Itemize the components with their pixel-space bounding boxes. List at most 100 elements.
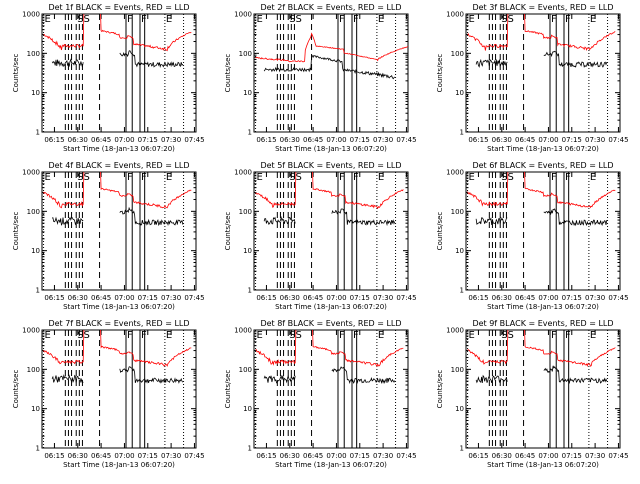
events-curve bbox=[51, 50, 184, 68]
y-tick-label: 100 bbox=[239, 50, 252, 58]
x-tick-label: 06:30 bbox=[68, 136, 88, 144]
x-tick-label: 06:30 bbox=[280, 136, 300, 144]
x-tick-label: 06:45 bbox=[91, 294, 111, 302]
y-tick-label: 10 bbox=[31, 405, 40, 413]
x-tick-label: 06:15 bbox=[256, 294, 276, 302]
x-tick-label: 07:00 bbox=[538, 452, 558, 460]
x-tick-label: 07:00 bbox=[326, 136, 346, 144]
x-axis-label: Start Time (18-Jan-13 06:07:20) bbox=[63, 303, 175, 311]
x-tick-label: 06:45 bbox=[91, 452, 111, 460]
lld-curve bbox=[255, 330, 404, 367]
marker-label: F bbox=[127, 330, 133, 341]
x-tick-label: 06:30 bbox=[492, 452, 512, 460]
marker-label: S bbox=[83, 172, 89, 183]
x-tick-label: 06:30 bbox=[68, 294, 88, 302]
y-tick-label: 1000 bbox=[234, 169, 252, 177]
detector-panel-9: Det 9f BLACK = Events, RED = LLD 1 10 100 10… bbox=[436, 319, 629, 469]
curves bbox=[255, 172, 404, 227]
marker-label: E bbox=[166, 330, 172, 341]
x-tick-label: 07:30 bbox=[373, 136, 393, 144]
panel-title: Det 4f BLACK = Events, RED = LLD bbox=[48, 161, 189, 170]
x-tick-label: 06:30 bbox=[492, 294, 512, 302]
marker-label: S bbox=[295, 172, 301, 183]
panel-title: Det 5f BLACK = Events, RED = LLD bbox=[260, 161, 401, 170]
marker-label: E bbox=[469, 172, 475, 183]
x-tick-label: 07:30 bbox=[373, 294, 393, 302]
marker-label: E bbox=[45, 14, 51, 25]
y-tick-label: 100 bbox=[451, 208, 464, 216]
y-axis-label: Counts/sec bbox=[224, 212, 232, 251]
x-tick-label: 06:30 bbox=[492, 136, 512, 144]
marker-label: F bbox=[339, 330, 345, 341]
marker-label: E bbox=[590, 330, 596, 341]
marker-label: S bbox=[77, 330, 83, 341]
marker-label: E bbox=[378, 172, 384, 183]
panel-title: Det 7f BLACK = Events, RED = LLD bbox=[48, 319, 189, 328]
marker-label: S bbox=[289, 172, 295, 183]
x-tick-label: 06:15 bbox=[468, 452, 488, 460]
y-tick-label: 10 bbox=[243, 89, 252, 97]
y-tick-label: 10 bbox=[455, 247, 464, 255]
y-axis-label: Counts/sec bbox=[12, 54, 20, 93]
x-tick-label: 07:45 bbox=[396, 294, 416, 302]
x-tick-label: 06:45 bbox=[303, 452, 323, 460]
x-tick-label: 07:45 bbox=[608, 294, 628, 302]
x-tick-label: 07:15 bbox=[562, 294, 582, 302]
x-axis-label: Start Time (18-Jan-13 06:07:20) bbox=[487, 145, 599, 153]
x-tick-label: 06:45 bbox=[515, 452, 535, 460]
panel-title: Det 1f BLACK = Events, RED = LLD bbox=[48, 3, 189, 12]
x-tick-label: 07:45 bbox=[396, 452, 416, 460]
x-tick-label: 07:30 bbox=[161, 452, 181, 460]
x-axis-label: Start Time (18-Jan-13 06:07:20) bbox=[275, 145, 387, 153]
y-tick-label: 1 bbox=[248, 445, 252, 453]
y-tick-label: 100 bbox=[27, 208, 40, 216]
y-tick-label: 1000 bbox=[234, 11, 252, 19]
marker-label: S bbox=[83, 14, 89, 25]
marker-label: F bbox=[551, 172, 557, 183]
x-axis-label: Start Time (18-Jan-13 06:07:20) bbox=[275, 461, 387, 469]
marker-label: S bbox=[77, 172, 83, 183]
plot-frame bbox=[465, 329, 621, 449]
y-tick-label: 1000 bbox=[446, 327, 464, 335]
detector-panel-2: Det 2f BLACK = Events, RED = LLD 1 10 100 10… bbox=[224, 3, 417, 153]
x-axis-label: Start Time (18-Jan-13 06:07:20) bbox=[63, 145, 175, 153]
y-tick-label: 10 bbox=[243, 247, 252, 255]
y-tick-label: 100 bbox=[239, 366, 252, 374]
marker-label: E bbox=[378, 330, 384, 341]
panel-title: Det 9f BLACK = Events, RED = LLD bbox=[472, 319, 613, 328]
marker-label: S bbox=[507, 172, 513, 183]
x-tick-label: 07:30 bbox=[585, 452, 605, 460]
plot-frame bbox=[253, 329, 409, 449]
marker-label: S bbox=[507, 330, 513, 341]
x-tick-label: 07:30 bbox=[161, 294, 181, 302]
x-tick-label: 07:00 bbox=[114, 452, 134, 460]
marker-label: E bbox=[590, 14, 596, 25]
y-axis-label: Counts/sec bbox=[224, 370, 232, 409]
marker-label: S bbox=[501, 330, 507, 341]
marker-label: S bbox=[295, 14, 301, 25]
lld-curve bbox=[467, 14, 616, 51]
lld-curve bbox=[467, 330, 616, 367]
x-tick-label: 07:45 bbox=[184, 294, 204, 302]
events-curve bbox=[263, 366, 396, 385]
x-tick-label: 06:15 bbox=[256, 136, 276, 144]
events-curve bbox=[475, 50, 608, 68]
y-tick-label: 1 bbox=[36, 287, 40, 295]
y-axis-label: Counts/sec bbox=[12, 212, 20, 251]
marker-label: F bbox=[127, 14, 133, 25]
lld-curve bbox=[255, 172, 404, 210]
y-tick-label: 1 bbox=[36, 129, 40, 137]
x-tick-label: 07:00 bbox=[538, 294, 558, 302]
y-tick-label: 10 bbox=[31, 89, 40, 97]
detector-panel-4: Det 4f BLACK = Events, RED = LLD 1 10 100 10… bbox=[12, 161, 205, 311]
x-tick-label: 07:30 bbox=[373, 452, 393, 460]
y-tick-label: 1 bbox=[460, 129, 464, 137]
curves bbox=[255, 330, 404, 385]
curves bbox=[43, 14, 192, 68]
x-tick-label: 06:15 bbox=[44, 136, 64, 144]
x-tick-label: 07:15 bbox=[562, 452, 582, 460]
y-tick-label: 1000 bbox=[22, 169, 40, 177]
lld-curve bbox=[43, 330, 192, 367]
y-tick-label: 10 bbox=[31, 247, 40, 255]
